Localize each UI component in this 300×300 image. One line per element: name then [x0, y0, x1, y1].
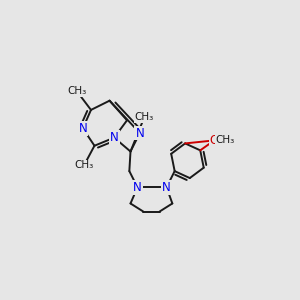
Text: O: O — [210, 134, 219, 147]
Text: N: N — [162, 181, 171, 194]
Text: CH₃: CH₃ — [68, 86, 87, 96]
Text: CH₃: CH₃ — [135, 112, 154, 122]
Text: N: N — [79, 122, 87, 135]
Text: N: N — [110, 131, 118, 144]
Text: CH₃: CH₃ — [216, 135, 235, 146]
Text: CH₃: CH₃ — [74, 160, 94, 170]
Text: N: N — [133, 181, 142, 194]
Text: N: N — [135, 127, 144, 140]
